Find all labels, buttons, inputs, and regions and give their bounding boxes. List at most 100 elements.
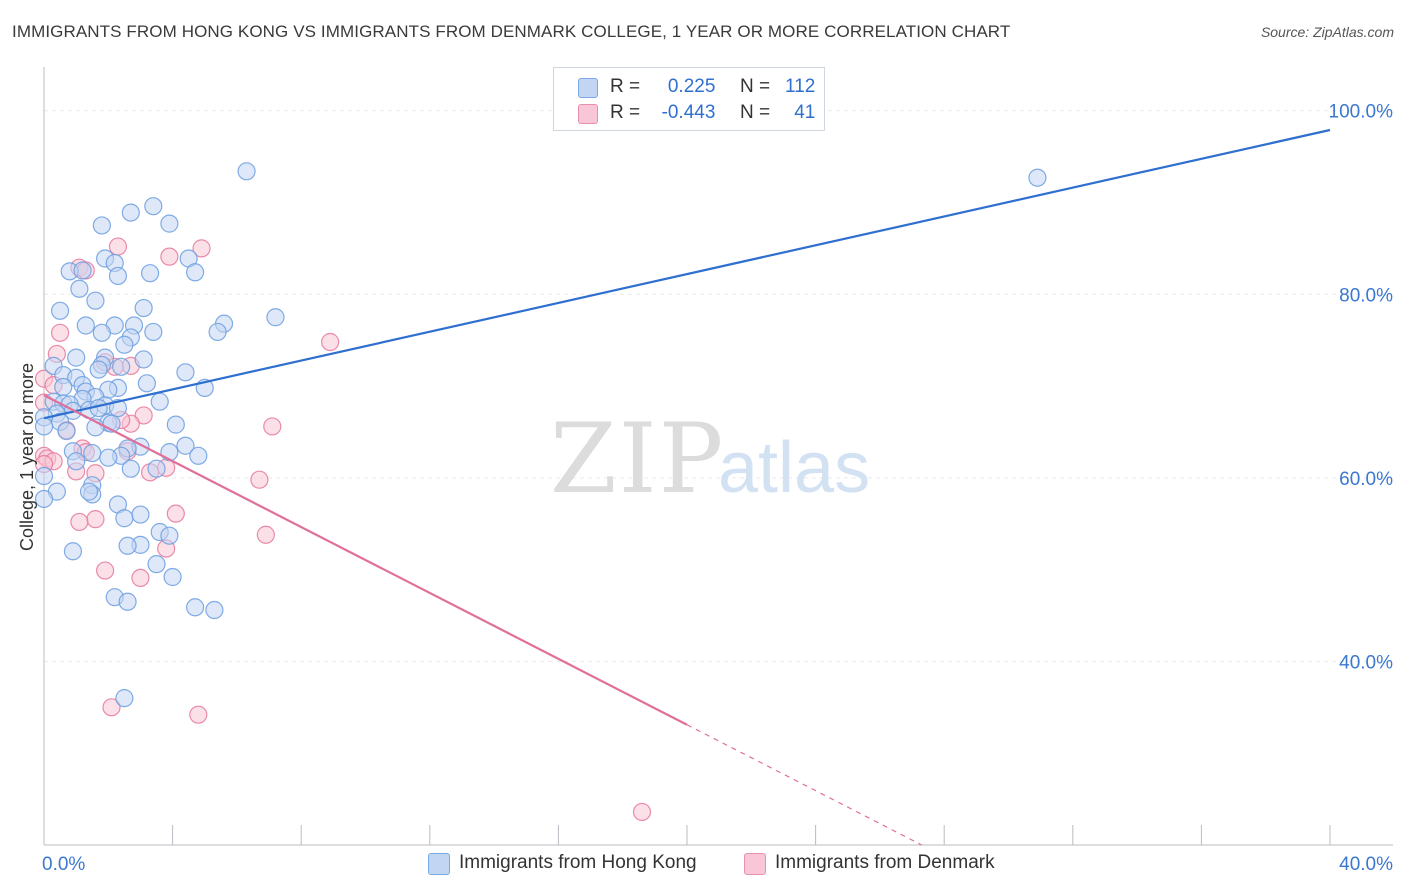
point-hong-kong <box>166 415 185 434</box>
point-hong-kong <box>176 436 195 455</box>
point-hong-kong <box>186 598 205 617</box>
points-layer <box>34 162 1047 822</box>
watermark-zip: ZIP <box>550 403 725 515</box>
point-hong-kong <box>115 335 134 354</box>
point-hong-kong <box>108 399 128 418</box>
point-denmark <box>95 561 115 580</box>
point-denmark <box>321 332 340 352</box>
bottom-legend-label-hong-kong: Immigrants from Hong Kong <box>459 852 697 873</box>
point-hong-kong <box>34 417 54 436</box>
point-denmark <box>50 323 70 342</box>
watermark-atlas: atlas <box>718 428 870 508</box>
point-hong-kong <box>163 567 182 587</box>
bottom-legend-swatch-hong-kong <box>428 853 450 875</box>
point-hong-kong <box>1028 168 1047 187</box>
point-hong-kong <box>160 214 179 233</box>
point-hong-kong <box>92 323 111 342</box>
point-hong-kong <box>176 363 195 382</box>
legend-swatch-hong-kong <box>578 78 598 98</box>
point-hong-kong <box>134 350 153 369</box>
point-denmark <box>131 568 150 588</box>
trend-line-hong-kong <box>43 128 1331 420</box>
point-hong-kong <box>54 377 73 397</box>
point-denmark <box>86 510 105 529</box>
point-hong-kong <box>57 421 76 441</box>
legend-text-hong-kong: R = 0.225 N = 112 <box>610 76 815 98</box>
grid-lines <box>44 110 1393 662</box>
point-hong-kong <box>144 322 163 342</box>
point-hong-kong <box>140 264 160 283</box>
point-hong-kong <box>108 266 128 286</box>
point-denmark <box>192 239 211 258</box>
point-hong-kong <box>89 360 108 379</box>
correlation-legend: R = 0.225 N = 112 R = -0.443 N = 41 <box>553 67 825 131</box>
point-denmark <box>250 470 269 489</box>
point-hong-kong <box>79 482 99 501</box>
point-hong-kong <box>34 489 54 509</box>
point-hong-kong <box>147 459 166 478</box>
legend-n-label: N = <box>739 102 771 123</box>
point-hong-kong <box>63 542 83 561</box>
point-hong-kong <box>160 443 179 462</box>
tick-labels: 40.0% 60.0% 80.0% 100.0% 0.0% 40.0% <box>42 102 1393 875</box>
x-tick-label: 0.0% <box>42 854 85 875</box>
point-hong-kong <box>137 374 156 393</box>
point-hong-kong <box>160 526 179 545</box>
point-denmark <box>102 698 121 717</box>
y-tick-label: 60.0% <box>1339 469 1393 490</box>
point-hong-kong <box>134 298 153 318</box>
y-tick-label: 40.0% <box>1339 652 1393 673</box>
point-hong-kong <box>205 600 224 620</box>
point-hong-kong <box>118 536 137 555</box>
legend-r-label: R = <box>610 76 641 97</box>
point-hong-kong <box>189 446 208 465</box>
watermark: ZIP atlas <box>550 403 870 515</box>
point-denmark <box>70 512 89 532</box>
point-hong-kong <box>186 263 205 282</box>
legend-r-label: R = <box>610 102 641 123</box>
point-hong-kong <box>83 443 102 463</box>
legend-swatch-denmark <box>578 104 598 124</box>
point-denmark <box>166 504 185 523</box>
point-hong-kong <box>76 316 95 335</box>
point-hong-kong <box>67 452 86 471</box>
point-denmark <box>108 237 128 256</box>
trend-lines <box>43 128 1331 846</box>
y-axis-label: College, 1 year or more <box>17 363 37 551</box>
y-tick-label: 80.0% <box>1339 285 1393 306</box>
point-hong-kong <box>92 216 111 235</box>
point-hong-kong <box>70 279 89 298</box>
legend-r-value: -0.443 <box>661 102 716 123</box>
point-hong-kong <box>208 322 227 342</box>
point-hong-kong <box>131 505 150 524</box>
point-hong-kong <box>34 466 54 486</box>
point-hong-kong <box>112 357 131 376</box>
legend-r-value: 0.225 <box>667 76 716 97</box>
bottom-legend-swatch-denmark <box>744 853 766 875</box>
trend-line-denmark-extension <box>686 724 922 846</box>
point-hong-kong <box>121 459 140 478</box>
source-label: Source: ZipAtlas.com <box>1260 24 1394 40</box>
point-hong-kong <box>118 592 137 611</box>
point-hong-kong <box>150 392 169 411</box>
point-hong-kong <box>144 197 163 216</box>
point-hong-kong <box>266 308 285 327</box>
point-denmark <box>256 525 275 544</box>
legend-text-denmark: R = -0.443 N = 41 <box>610 102 815 124</box>
trend-line-denmark <box>43 394 688 726</box>
point-denmark <box>189 705 208 724</box>
point-hong-kong <box>73 261 92 280</box>
point-hong-kong <box>99 448 118 467</box>
point-denmark <box>134 406 153 425</box>
point-denmark <box>160 247 179 266</box>
bottom-legend-label-denmark: Immigrants from Denmark <box>775 852 995 873</box>
point-hong-kong <box>237 162 256 181</box>
y-tick-label: 100.0% <box>1329 102 1394 123</box>
point-denmark <box>632 802 652 822</box>
legend-n-value: 112 <box>785 76 816 97</box>
point-hong-kong <box>121 203 140 222</box>
legend-n-label: N = <box>739 76 771 97</box>
legend-n-value: 41 <box>794 102 816 123</box>
point-hong-kong <box>115 509 134 528</box>
